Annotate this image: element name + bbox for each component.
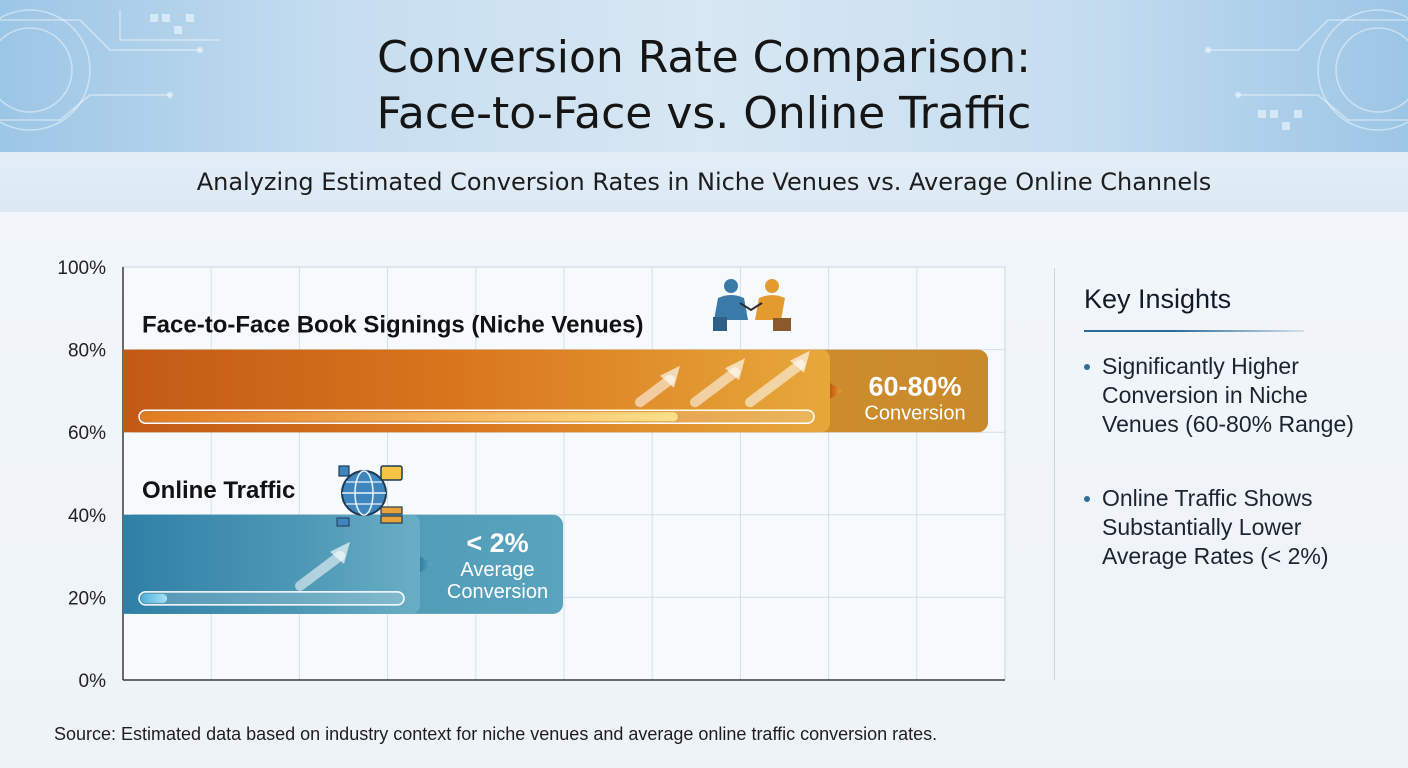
key-insights-underline bbox=[1084, 330, 1304, 332]
circuit-decoration-left bbox=[0, 9, 220, 131]
bar-value-sublabel: Average bbox=[460, 559, 534, 581]
chart-subtitle: Analyzing Estimated Conversion Rates in … bbox=[196, 168, 1212, 196]
y-axis-ticks: 100% 80% 60% 40% 20% 0% bbox=[57, 258, 106, 692]
bullet-dot-icon bbox=[1084, 496, 1090, 502]
y-tick-label: 100% bbox=[57, 258, 106, 279]
insight-item-2: Online Traffic Shows Substantially Lower… bbox=[1084, 484, 1354, 571]
chart-title-line-1: Conversion Rate Comparison: bbox=[377, 32, 1031, 83]
bullet-dot-icon bbox=[1084, 364, 1090, 370]
insight-text-1: Significantly Higher Conversion in Niche… bbox=[1102, 353, 1354, 437]
bar-value-label: < 2% bbox=[466, 528, 528, 558]
y-tick-label: 0% bbox=[79, 671, 107, 692]
y-tick-label: 80% bbox=[68, 341, 106, 362]
bar-pointer bbox=[420, 556, 432, 573]
globe-server-icon bbox=[336, 465, 403, 527]
source-note: Source: Estimated data based on industry… bbox=[54, 724, 938, 744]
bar-face-to-face: 60-80%Conversion Face-to-Face Book Signin… bbox=[123, 312, 988, 433]
growth-arrow-head bbox=[790, 350, 810, 373]
growth-arrow-head bbox=[725, 358, 745, 381]
header-banner: Conversion Rate Comparison: Face-to-Face… bbox=[0, 0, 1408, 152]
growth-arrow-head bbox=[660, 365, 680, 388]
y-tick-label: 20% bbox=[68, 588, 106, 609]
chart-title-line-2: Face-to-Face vs. Online Traffic bbox=[376, 88, 1032, 139]
insight-item-1: Significantly Higher Conversion in Niche… bbox=[1084, 352, 1354, 439]
subtitle-bar: Analyzing Estimated Conversion Rates in … bbox=[0, 152, 1408, 212]
insights-divider bbox=[1054, 268, 1055, 680]
bar-value-sublabel: Conversion bbox=[864, 403, 965, 425]
progress-fill bbox=[141, 593, 168, 603]
y-tick-label: 40% bbox=[68, 506, 106, 527]
growth-arrow-shaft bbox=[635, 374, 675, 408]
growth-arrow-head bbox=[330, 541, 350, 564]
bar-body bbox=[123, 514, 420, 614]
growth-arrow-shaft bbox=[295, 550, 345, 591]
handshake-icon bbox=[713, 279, 791, 331]
growth-arrow-shaft bbox=[745, 359, 805, 408]
progress-fill bbox=[141, 412, 678, 422]
bar-body bbox=[123, 349, 830, 433]
growth-arrow-shaft bbox=[690, 367, 740, 408]
insight-text-2: Online Traffic Shows Substantially Lower… bbox=[1102, 485, 1329, 569]
circuit-decoration-right bbox=[1205, 9, 1408, 131]
series-name-label: Face-to-Face Book Signings (Niche Venues… bbox=[142, 312, 643, 339]
progress-track bbox=[138, 591, 405, 606]
bar-pointer bbox=[830, 382, 842, 399]
key-insights-title: Key Insights bbox=[1084, 284, 1232, 314]
bar-value-sublabel: Conversion bbox=[447, 581, 548, 603]
y-tick-label: 60% bbox=[68, 423, 106, 444]
conversion-chart: 100%80%60%40%20%0% 60-80%ConversionFace-… bbox=[57, 258, 1006, 692]
bar-value-label: 60-80% bbox=[868, 372, 961, 402]
series-name-label: Online Traffic bbox=[142, 477, 295, 504]
